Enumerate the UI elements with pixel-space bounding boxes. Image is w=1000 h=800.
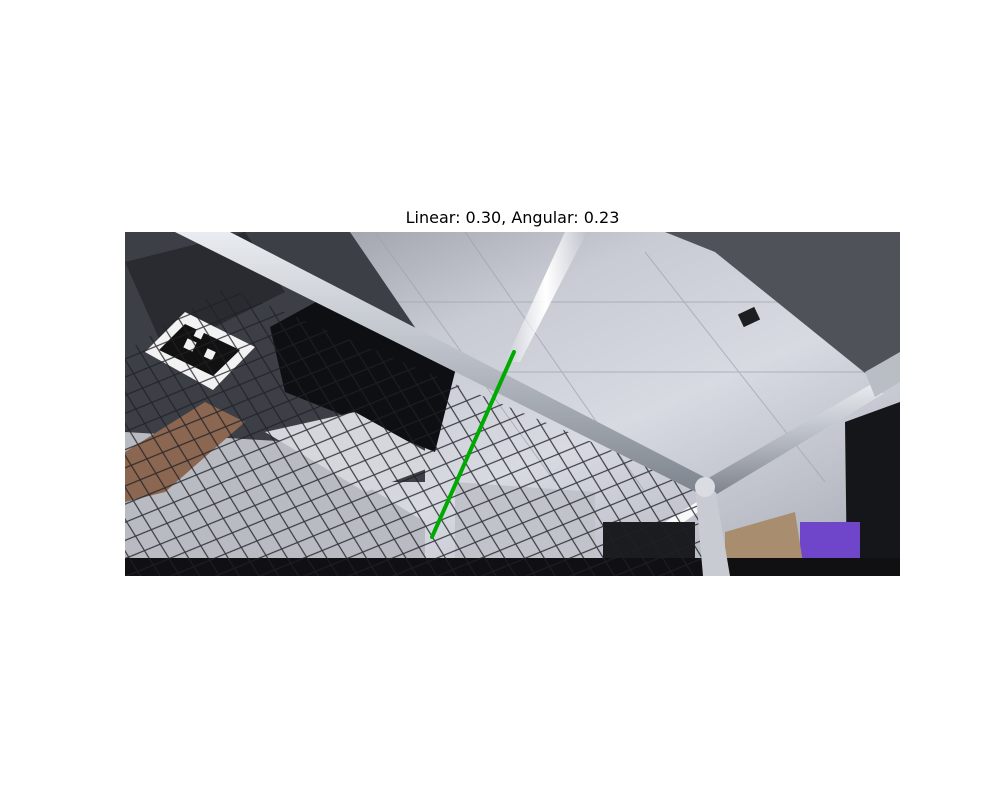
ceiling-vent xyxy=(737,306,761,328)
goal-frame xyxy=(175,232,900,576)
steering-line xyxy=(430,350,516,539)
goal-net xyxy=(125,287,715,576)
camera-scene xyxy=(125,232,900,576)
ceiling-light xyxy=(505,232,587,362)
figure-title: Linear: 0.30, Angular: 0.23 xyxy=(405,208,620,227)
camera-image xyxy=(125,232,900,576)
ceiling-duct xyxy=(665,232,900,377)
